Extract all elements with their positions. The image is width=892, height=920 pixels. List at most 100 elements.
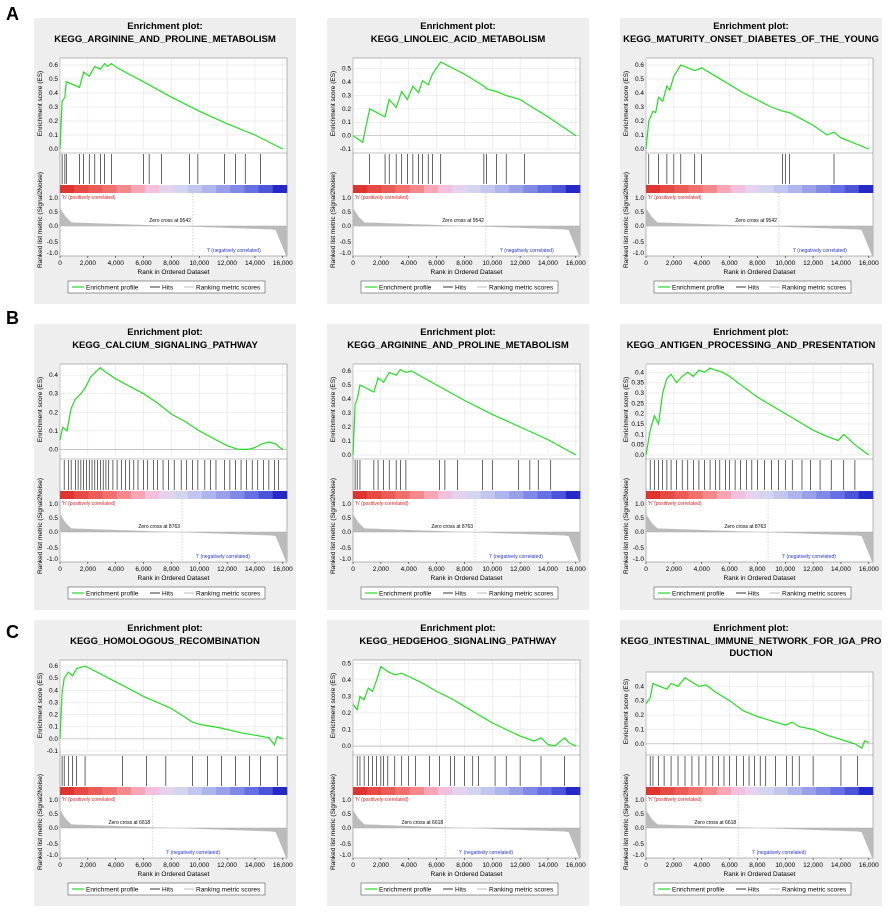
plot-title-gene-set: KEGG_MATURITY_ONSET_DIABETES_OF_THE_YOUN…	[623, 34, 879, 45]
enrichment-panel-a3: Enrichment plot: KEGG_MATURITY_ONSET_DIAB…	[620, 18, 882, 304]
es-tick-label: 0.5	[342, 660, 351, 667]
rank-color-segment	[258, 185, 274, 193]
x-tick-label: 10,000	[189, 566, 209, 573]
es-tick-label: 0.35	[631, 380, 644, 387]
es-tick-label: 0.2	[635, 411, 644, 418]
rank-color-segment	[244, 185, 259, 193]
metric-tick-label: -1.0	[633, 556, 645, 563]
rank-color-segment	[646, 787, 661, 795]
x-tick-label: 0	[351, 260, 355, 267]
negatively-correlated-label: 'l' (negatively correlated)	[752, 850, 806, 856]
rank-color-segment	[537, 787, 552, 795]
x-tick-label: 8,000	[749, 566, 766, 573]
metric-tick-label: 0.5	[342, 209, 351, 216]
es-tick-label: 0.15	[631, 421, 644, 428]
enrichment-profile-line	[645, 367, 870, 456]
legend-box	[67, 280, 266, 294]
plot-title-prefix: Enrichment plot:	[713, 623, 788, 634]
x-tick-label: 16,000	[566, 260, 586, 267]
x-tick-label: 4,000	[694, 862, 711, 869]
enrichment-panel-a2: Enrichment plot: KEGG_LINOLEIC_ACID_METAB…	[327, 18, 589, 304]
rank-color-segment	[537, 185, 552, 193]
es-tick-label: 0.3	[635, 390, 644, 397]
rank-color-segment	[759, 787, 774, 795]
enrichment-panel-b2: Enrichment plot: KEGG_ARGININE_AND_PROLIN…	[327, 324, 589, 610]
metric-tick-label: 0.5	[342, 811, 351, 818]
es-tick-label: 0.4	[49, 90, 58, 97]
enrichment-plot-svg: Enrichment plot: KEGG_CALCIUM_SIGNALING_P…	[34, 324, 296, 610]
x-tick-label: 6,000	[135, 260, 152, 267]
enrichment-profile-line	[645, 676, 870, 749]
plot-area	[645, 57, 874, 257]
x-tick-label: 2,000	[80, 260, 97, 267]
metric-axis-label: Ranked list metric (Signal2Noise)	[623, 172, 630, 268]
metric-tick-label: -0.5	[340, 841, 352, 848]
zero-cross-label: Zero cross at 8763	[724, 524, 766, 530]
x-tick-label: 6,000	[721, 862, 738, 869]
legend-enrichment-profile: Enrichment profile	[379, 285, 432, 292]
rank-color-segment	[688, 787, 704, 795]
metric-axis-label: Ranked list metric (Signal2Noise)	[623, 774, 630, 870]
rank-color-segment	[494, 185, 510, 193]
metric-tick-label: 0.0	[49, 223, 58, 230]
x-tick-label: 10,000	[189, 260, 209, 267]
es-tick-label: 0.3	[635, 698, 644, 705]
rank-color-segment	[674, 491, 689, 499]
rank-color-segment	[759, 185, 774, 193]
rank-color-segment	[201, 491, 217, 499]
positively-correlated-label: 'h' (positively correlated)	[355, 195, 409, 201]
metric-tick-label: 1.0	[342, 797, 351, 804]
x-tick-label: 10,000	[775, 566, 795, 573]
legend-ranking-metric: Ranking metric scores	[782, 591, 847, 598]
es-tick-label: 0.0	[635, 452, 644, 459]
legend-enrichment-profile: Enrichment profile	[379, 591, 432, 598]
es-tick-label: 0.2	[342, 106, 351, 113]
rank-color-segment	[116, 491, 132, 499]
rank-color-segment	[173, 185, 188, 193]
es-tick-label: 0.0	[49, 736, 58, 743]
rank-color-segment	[145, 491, 160, 499]
metric-tick-label: 0.0	[635, 529, 644, 536]
rank-color-segment	[395, 491, 411, 499]
metric-axis-label: Ranked list metric (Signal2Noise)	[37, 172, 44, 268]
metric-tick-label: 0.0	[342, 825, 351, 832]
rank-color-segment	[216, 787, 231, 795]
rank-color-segment	[844, 491, 860, 499]
metric-tick-label: -0.5	[633, 545, 645, 552]
legend-hits: Hits	[162, 285, 174, 292]
rank-color-segment	[816, 491, 831, 499]
x-tick-label: 0	[351, 862, 355, 869]
rank-color-segment	[787, 787, 803, 795]
rank-color-segment	[509, 185, 524, 193]
es-axis-label: Enrichment score (ES)	[330, 377, 337, 442]
positively-correlated-label: 'h' (positively correlated)	[648, 195, 702, 201]
rank-color-segment	[802, 185, 817, 193]
x-tick-label: 16,000	[566, 862, 586, 869]
es-tick-label: 0.6	[635, 62, 644, 69]
legend-ranking-metric: Ranking metric scores	[782, 887, 847, 894]
metric-axis-label: Ranked list metric (Signal2Noise)	[330, 774, 337, 870]
x-axis-label: Rank in Ordered Dataset	[431, 575, 503, 582]
x-tick-label: 6,000	[135, 862, 152, 869]
es-tick-label: 0.1	[635, 431, 644, 438]
rank-color-segment	[216, 185, 231, 193]
plot-title-gene-set: KEGG_ANTIGEN_PROCESSING_AND_PRESENTATION	[627, 340, 876, 351]
zero-cross-label: Zero cross at 6618	[108, 820, 150, 826]
x-tick-label: 8,000	[456, 862, 473, 869]
es-tick-label: 0.4	[342, 677, 351, 684]
x-tick-label: 10,000	[189, 862, 209, 869]
legend-enrichment-profile: Enrichment profile	[86, 887, 139, 894]
x-tick-label: 10,000	[775, 260, 795, 267]
x-axis-label: Rank in Ordered Dataset	[138, 871, 210, 878]
rank-color-segment	[272, 787, 288, 795]
enrichment-plot-svg: Enrichment plot: KEGG_ARGININE_AND_PROLIN…	[327, 324, 589, 610]
es-tick-label: -0.1	[47, 748, 59, 755]
plot-title-gene-set: KEGG_ARGININE_AND_PROLINE_METABOLISM	[347, 340, 569, 351]
metric-axis-label: Ranked list metric (Signal2Noise)	[330, 172, 337, 268]
x-tick-label: 2,000	[80, 566, 97, 573]
legend-enrichment-profile: Enrichment profile	[86, 285, 139, 292]
enrichment-profile-line	[59, 62, 284, 150]
rank-color-segment	[381, 185, 396, 193]
rank-color-segment	[646, 185, 661, 193]
x-axis-label: Rank in Ordered Dataset	[431, 871, 503, 878]
